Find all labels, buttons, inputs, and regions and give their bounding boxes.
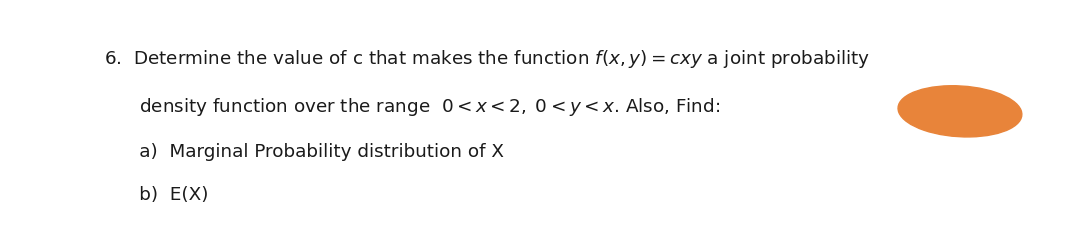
Ellipse shape: [899, 86, 1022, 137]
Text: 6.  Determine the value of c that makes the function $f(x, y) = cxy$ a joint pro: 6. Determine the value of c that makes t…: [104, 48, 870, 70]
Text: b)  E(X): b) E(X): [104, 186, 208, 204]
Text: density function over the range  $0 < x < 2,\;  0 < y < x$. Also, Find:: density function over the range $0 < x <…: [104, 96, 720, 118]
Text: a)  Marginal Probability distribution of X: a) Marginal Probability distribution of …: [104, 143, 504, 161]
